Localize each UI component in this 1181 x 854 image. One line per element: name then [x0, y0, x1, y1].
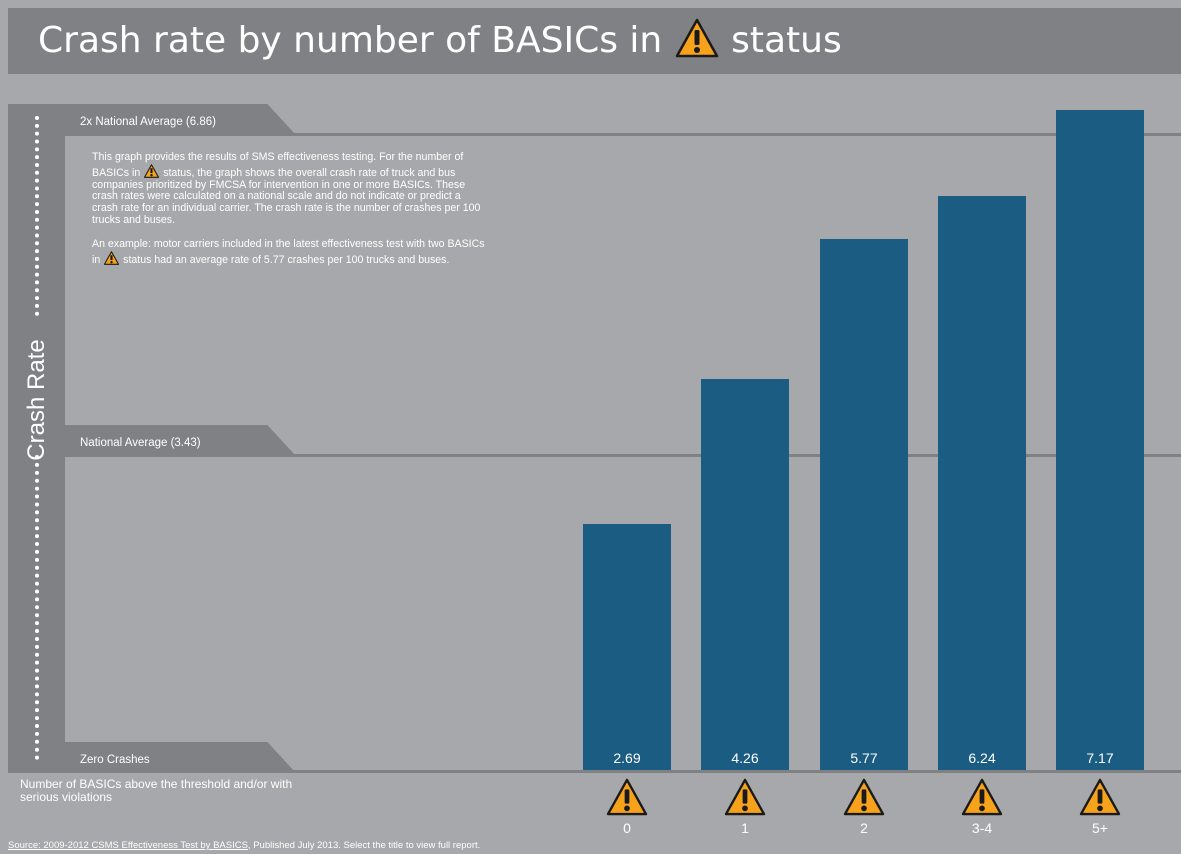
- warning-triangle-icon: [144, 163, 160, 178]
- x-axis-line: [8, 770, 1181, 773]
- bar-1: [701, 379, 789, 773]
- bar-value-label-0: 2.69: [613, 750, 641, 766]
- bar-value-label-2: 5.77: [850, 750, 878, 766]
- x-axis-title: Number of BASICs above the threshold and…: [20, 777, 293, 804]
- x-tick-label-5+: 5+: [1092, 820, 1108, 836]
- x-tick-label-2: 2: [860, 820, 868, 836]
- description-p2-end: status had an average rate of 5.77 crash…: [123, 253, 450, 266]
- x-tick-label-0: 0: [623, 820, 631, 836]
- ref-label-national: National Average (3.43): [80, 437, 201, 449]
- warning-triangle-icon: [104, 250, 120, 265]
- source-link[interactable]: Source: 2009-2012 CSMS Effectiveness Tes…: [8, 840, 248, 851]
- description-p1-start: This graph provides the results of SMS e…: [92, 151, 464, 179]
- bar-2: [820, 239, 908, 773]
- description-paragraph-2: An example: motor carriers included in t…: [92, 237, 487, 267]
- x-tick-label-3-4: 3-4: [971, 820, 993, 836]
- description-p2-start: An example: motor carriers included in t…: [92, 237, 485, 266]
- chart-description: This graph provides the results of SMS e…: [92, 151, 487, 278]
- y-axis-dots-top: [35, 116, 39, 316]
- warning-triangle-icon: [675, 18, 718, 58]
- page-title[interactable]: Crash rate by number of BASICs in status: [38, 17, 842, 65]
- ref-line-2x-national: [65, 133, 1181, 136]
- y-axis-dots-bottom: [35, 455, 39, 760]
- y-axis-title: Crash Rate: [23, 339, 50, 461]
- source-rest: , Published July 2013. Select the title …: [247, 840, 481, 851]
- warning-triangle-icon: [724, 778, 766, 816]
- bar-value-label-5+: 7.17: [1086, 750, 1114, 766]
- warning-triangle-icon: [606, 778, 648, 816]
- bar-value-label-3-4: 6.24: [968, 750, 996, 766]
- description-p1-end: status, the graph shows the overall cras…: [92, 166, 481, 226]
- title-text-end: status: [731, 20, 842, 61]
- warning-triangle-icon: [843, 778, 885, 816]
- bar-value-label-1: 4.26: [731, 750, 759, 766]
- bar-5+: [1056, 110, 1144, 773]
- ref-line-national: [65, 454, 1181, 457]
- warning-triangle-icon: [961, 778, 1003, 816]
- ref-tab-2x-national: [65, 104, 295, 134]
- ref-tab-national: [65, 425, 295, 455]
- ref-label-zero: Zero Crashes: [80, 754, 150, 766]
- bar-0: [583, 524, 671, 773]
- bar-3-4: [938, 195, 1026, 773]
- title-bar: Crash rate by number of BASICs in status: [8, 8, 1181, 74]
- description-paragraph-1: This graph provides the results of SMS e…: [92, 151, 487, 227]
- source-citation: Source: 2009-2012 CSMS Effectiveness Tes…: [8, 840, 480, 851]
- x-tick-label-1: 1: [741, 820, 749, 836]
- warning-triangle-icon: [1079, 778, 1121, 816]
- title-text-start: Crash rate by number of BASICs in: [38, 20, 663, 61]
- ref-tab-zero: [65, 742, 295, 772]
- ref-label-2x-national: 2x National Average (6.86): [80, 116, 216, 128]
